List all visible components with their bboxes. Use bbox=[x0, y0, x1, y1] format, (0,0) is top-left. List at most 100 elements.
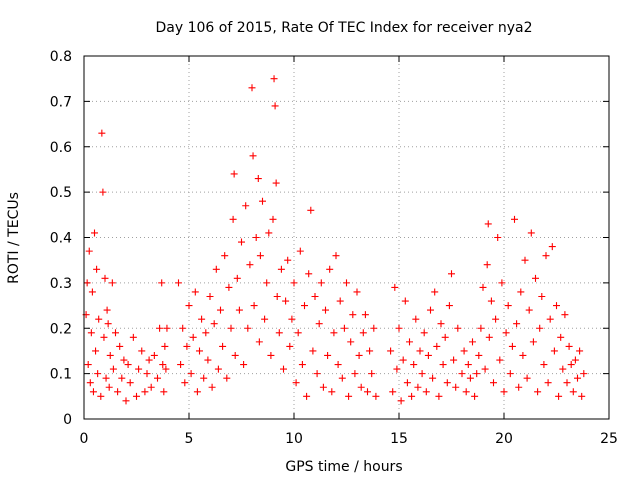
data-point bbox=[561, 311, 569, 319]
data-point bbox=[154, 374, 161, 382]
data-point bbox=[227, 324, 235, 332]
data-point bbox=[204, 356, 212, 364]
data-point bbox=[116, 342, 124, 350]
data-point bbox=[175, 279, 182, 287]
data-point bbox=[389, 388, 397, 396]
data-point bbox=[555, 392, 563, 400]
data-point bbox=[534, 388, 542, 396]
data-point bbox=[179, 324, 187, 332]
data-point bbox=[83, 279, 91, 287]
data-point bbox=[305, 270, 313, 278]
x-tick-label: 10 bbox=[285, 431, 303, 447]
data-point bbox=[133, 392, 140, 400]
data-point bbox=[288, 315, 296, 323]
data-point bbox=[108, 279, 116, 287]
data-point bbox=[187, 370, 195, 378]
data-point bbox=[244, 324, 252, 332]
x-tick-label: 0 bbox=[80, 431, 89, 447]
data-point bbox=[242, 202, 250, 210]
data-point bbox=[275, 329, 283, 337]
data-point bbox=[401, 297, 409, 305]
data-point bbox=[445, 302, 453, 310]
data-point bbox=[87, 329, 95, 337]
data-point bbox=[334, 361, 342, 369]
gridlines bbox=[84, 56, 609, 419]
data-point bbox=[563, 379, 571, 387]
x-axis: 0 5 10 15 20 25 bbox=[80, 56, 618, 447]
data-point bbox=[256, 252, 264, 260]
data-point bbox=[397, 397, 405, 405]
data-point bbox=[462, 388, 470, 396]
data-point bbox=[162, 365, 170, 373]
data-point bbox=[250, 302, 258, 310]
data-point bbox=[286, 342, 294, 350]
data-point bbox=[270, 75, 278, 83]
data-point bbox=[527, 229, 535, 237]
data-point bbox=[282, 297, 290, 305]
data-point bbox=[484, 220, 492, 228]
data-point bbox=[85, 247, 93, 255]
data-point bbox=[529, 338, 537, 346]
y-tick-label: 0 bbox=[63, 412, 72, 428]
data-point bbox=[248, 84, 256, 92]
data-point bbox=[439, 361, 447, 369]
data-point bbox=[458, 370, 466, 378]
data-point bbox=[328, 388, 336, 396]
data-point bbox=[481, 365, 489, 373]
data-point bbox=[357, 383, 365, 391]
data-point bbox=[181, 379, 189, 387]
data-point bbox=[129, 333, 137, 341]
data-point bbox=[517, 288, 525, 296]
data-point bbox=[102, 374, 110, 382]
data-point bbox=[353, 288, 361, 296]
data-point bbox=[483, 261, 491, 269]
x-tick-label: 25 bbox=[600, 431, 618, 447]
data-point bbox=[496, 356, 504, 364]
y-tick-label: 0.8 bbox=[50, 49, 72, 65]
data-point bbox=[355, 351, 363, 359]
y-tick-label: 0.3 bbox=[50, 276, 72, 292]
data-point bbox=[212, 265, 220, 273]
data-point bbox=[569, 388, 577, 396]
data-point bbox=[464, 361, 472, 369]
data-point bbox=[450, 356, 458, 364]
data-point bbox=[254, 175, 262, 183]
data-point bbox=[267, 351, 275, 359]
data-point bbox=[340, 324, 348, 332]
data-point bbox=[280, 365, 287, 373]
data-point bbox=[546, 315, 554, 323]
data-point bbox=[147, 383, 155, 391]
data-point bbox=[163, 324, 171, 332]
data-point bbox=[336, 297, 344, 305]
data-point bbox=[473, 370, 481, 378]
data-point bbox=[443, 379, 451, 387]
data-point bbox=[372, 392, 380, 400]
data-point bbox=[521, 256, 529, 264]
data-point bbox=[93, 265, 101, 273]
data-point bbox=[317, 279, 325, 287]
data-point bbox=[471, 392, 479, 400]
data-point bbox=[271, 102, 279, 110]
data-point bbox=[395, 324, 403, 332]
data-point bbox=[145, 356, 153, 364]
data-point bbox=[138, 347, 146, 355]
data-point bbox=[150, 351, 158, 359]
plot-frame bbox=[83, 55, 610, 420]
data-point bbox=[492, 315, 500, 323]
data-point bbox=[326, 265, 334, 273]
data-point bbox=[124, 361, 132, 369]
data-point bbox=[122, 397, 130, 405]
data-point bbox=[240, 361, 248, 369]
data-point bbox=[92, 347, 100, 355]
data-point bbox=[158, 279, 166, 287]
y-tick-label: 0.7 bbox=[50, 94, 72, 110]
data-point bbox=[238, 238, 245, 246]
data-point bbox=[511, 215, 518, 223]
data-point bbox=[418, 370, 426, 378]
data-point bbox=[296, 247, 304, 255]
data-point bbox=[143, 370, 151, 378]
data-point bbox=[412, 315, 420, 323]
y-tick-label: 0.5 bbox=[50, 185, 72, 201]
data-point bbox=[89, 388, 97, 396]
